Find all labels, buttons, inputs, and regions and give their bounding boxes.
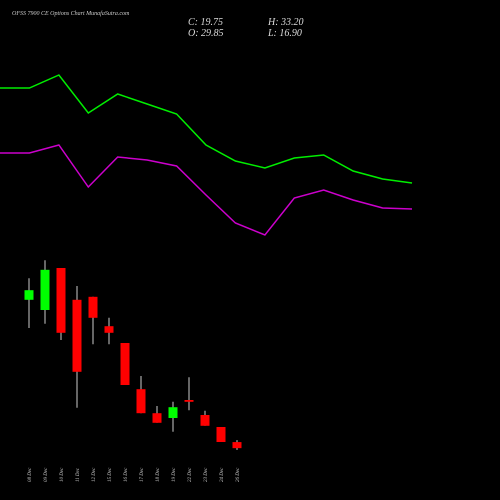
ohlc-high: H: 33.20 bbox=[267, 17, 304, 28]
x-tick-label: 19 Dec bbox=[172, 467, 177, 482]
candle-body bbox=[232, 442, 242, 449]
candle-body bbox=[200, 415, 210, 426]
x-tick-label: 16 Dec bbox=[124, 467, 129, 482]
x-tick-label: 08 Dec bbox=[28, 467, 33, 482]
x-tick-label: 12 Dec bbox=[92, 467, 97, 482]
candle-body bbox=[72, 299, 82, 372]
ohlc-close: C: 19.75 bbox=[188, 17, 223, 28]
candle-body bbox=[136, 389, 146, 414]
x-tick-label: 15 Dec bbox=[108, 467, 113, 482]
ohlc-open: O: 29.85 bbox=[188, 28, 224, 39]
x-tick-label: 23 Dec bbox=[204, 467, 209, 482]
candle-body bbox=[40, 269, 50, 310]
candle-body bbox=[56, 268, 66, 333]
x-tick-label: 22 Dec bbox=[188, 467, 193, 482]
candle-body bbox=[88, 296, 98, 318]
line-series bbox=[0, 144, 413, 236]
x-tick-label: 10 Dec bbox=[60, 467, 65, 482]
x-tick-label: 17 Dec bbox=[140, 467, 145, 482]
x-tick-label: 24 Dec bbox=[220, 467, 225, 482]
candle-body bbox=[184, 400, 194, 402]
x-tick-label: 18 Dec bbox=[156, 467, 161, 482]
chart-title: OFSS 7900 CE Options Chart MunafaSutra.c… bbox=[12, 10, 130, 17]
candle-body bbox=[120, 343, 130, 385]
line-series bbox=[0, 74, 413, 184]
x-tick-label: 11 Dec bbox=[76, 467, 81, 482]
ohlc-low: L: 16.90 bbox=[267, 28, 302, 39]
candle-body bbox=[216, 427, 226, 442]
x-tick-label: 09 Dec bbox=[44, 467, 49, 482]
candle-body bbox=[24, 290, 34, 300]
candle-body bbox=[104, 326, 114, 333]
candle-body bbox=[168, 407, 178, 418]
candle-body bbox=[152, 413, 162, 423]
x-tick-label: 26 Dec bbox=[236, 467, 241, 482]
